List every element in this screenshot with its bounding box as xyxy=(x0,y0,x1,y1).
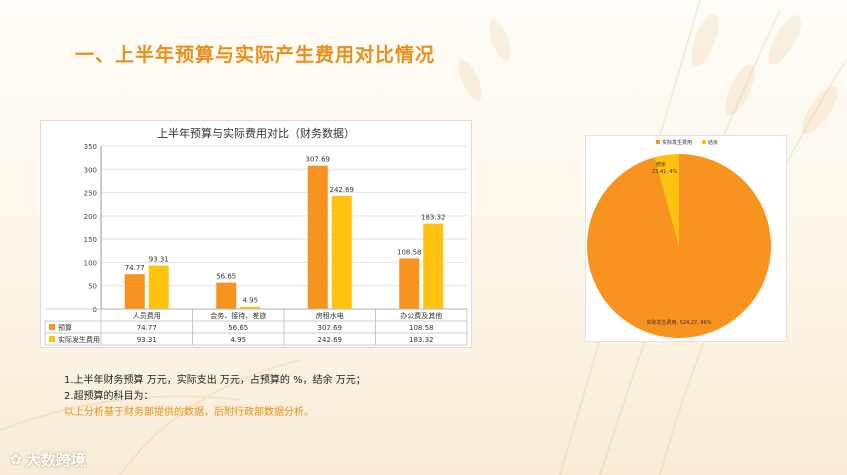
x-tick-label: 人员费用 xyxy=(133,311,161,320)
pie-slice-balance xyxy=(654,154,679,246)
bar-chart: 上半年预算与实际费用对比（财务数据） 0 50 100 150 200 250 300 350 7… xyxy=(44,126,468,346)
legend-swatch xyxy=(702,140,706,144)
table-value: 4.95 xyxy=(230,336,246,344)
bar-actual xyxy=(423,223,444,309)
table-value: 307.69 xyxy=(318,324,343,332)
legend-label: 预算 xyxy=(58,323,72,332)
table-value: 108.58 xyxy=(409,324,434,332)
bar-chart-panel: 上半年预算与实际费用对比（财务数据） 0 50 100 150 200 250 300 350 7… xyxy=(40,120,472,348)
table-value: 56.65 xyxy=(228,324,248,332)
x-tick-label: 办公费及其他 xyxy=(400,311,442,320)
y-tick-label: 100 xyxy=(84,259,97,267)
y-tick-label: 0 xyxy=(93,306,97,314)
pie-label-balance-value: 23.41, 4% xyxy=(652,169,678,175)
table-value: 93.31 xyxy=(137,336,157,344)
data-label: 93.31 xyxy=(149,256,169,264)
data-label: 4.95 xyxy=(242,297,258,305)
y-tick-label: 250 xyxy=(84,190,97,198)
data-label: 307.69 xyxy=(306,156,331,164)
bar-actual xyxy=(148,265,169,309)
legend-swatch xyxy=(49,324,55,330)
data-label: 74.77 xyxy=(125,264,145,272)
note-line-3: 以上分析基于财务部提供的数据，后附行政部数据分析。 xyxy=(64,407,314,418)
chart-title: 上半年预算与实际费用对比（财务数据） xyxy=(157,126,355,140)
bar-budget xyxy=(216,282,237,309)
legend-swatch xyxy=(49,336,55,342)
brand-logo: ✿ 大数跨境 xyxy=(10,449,86,470)
note-line-2: 2.超预算的科目为： xyxy=(64,391,154,402)
y-tick-label: 150 xyxy=(84,236,97,244)
table-value: 74.77 xyxy=(137,324,157,332)
legend-label: 结余 xyxy=(708,139,718,146)
table-value: 242.69 xyxy=(318,336,343,344)
bar-actual xyxy=(240,306,261,309)
pie-label-actual: 实际发生费用, 524.27, 96% xyxy=(647,319,712,326)
pie-slice-actual xyxy=(587,154,771,338)
y-tick-label: 350 xyxy=(84,143,97,151)
bar-actual xyxy=(331,195,352,309)
pie-chart-panel: 实际发生费用 结余 结余 23.41, 4% 实际发生费用, 524.27, 96% xyxy=(585,135,787,342)
legend-swatch xyxy=(656,140,660,144)
y-tick-label: 300 xyxy=(84,166,97,174)
slide-title: 一、上半年预算与实际产生费用对比情况 xyxy=(75,44,436,66)
legend-label: 实际发生费用 xyxy=(662,139,692,146)
bar-budget xyxy=(399,258,420,309)
logo-icon: ✿ xyxy=(10,451,22,468)
x-tick-label: 会务、接待、差旅 xyxy=(210,311,266,320)
x-tick-label: 房租水电 xyxy=(316,311,344,320)
y-tick-label: 200 xyxy=(84,213,97,221)
logo-text: 大数跨境 xyxy=(25,451,86,469)
note-line-1: 1.上半年财务预算 万元，实际支出 万元，占预算的 %，结余 万元； xyxy=(64,375,366,386)
bar-budget xyxy=(307,165,328,309)
data-label: 56.65 xyxy=(216,273,236,281)
y-tick-label: 50 xyxy=(88,283,97,291)
notes: 1.上半年财务预算 万元，实际支出 万元，占预算的 %，结余 万元； 2.超预算… xyxy=(64,373,366,421)
bar-budget xyxy=(124,274,145,309)
legend-label: 实际发生费用 xyxy=(58,335,100,344)
data-label: 183.32 xyxy=(421,214,446,222)
data-label: 242.69 xyxy=(330,186,355,194)
data-label: 108.58 xyxy=(397,248,422,256)
table-value: 183.32 xyxy=(409,336,434,344)
pie-label-balance: 结余 xyxy=(656,161,666,168)
